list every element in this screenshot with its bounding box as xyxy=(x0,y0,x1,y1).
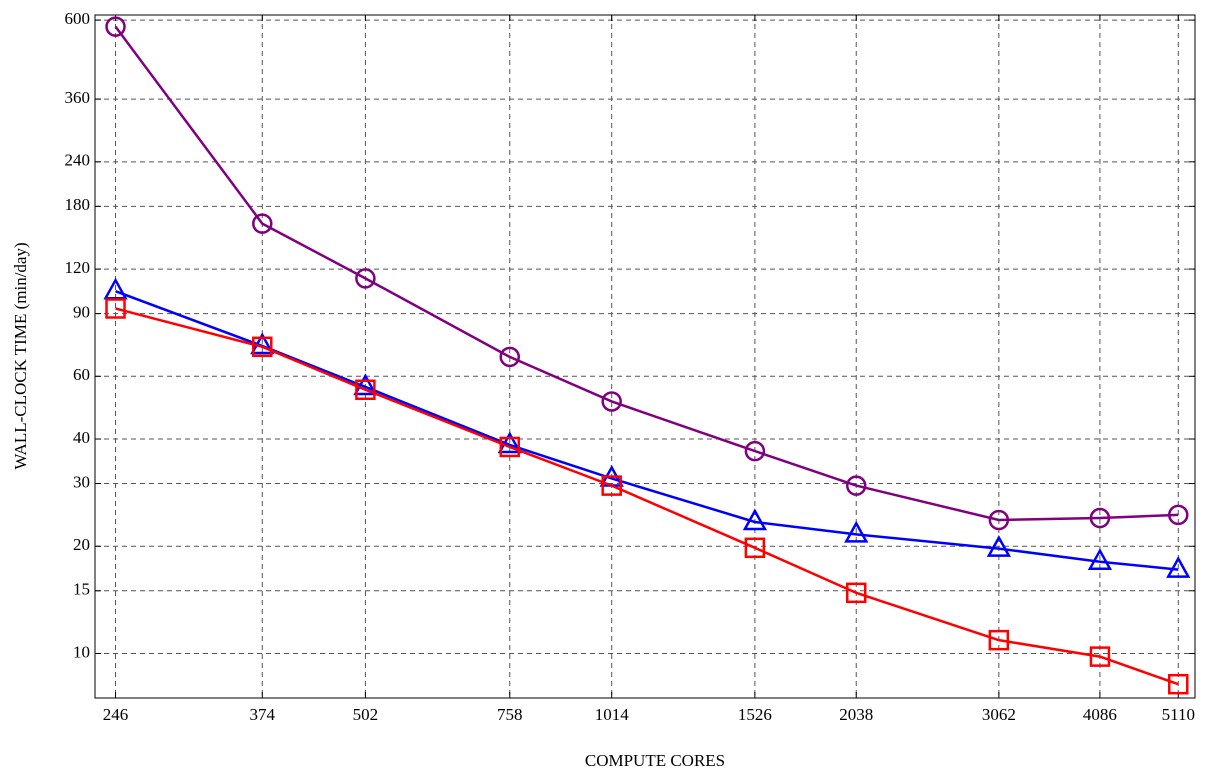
marker xyxy=(497,431,522,454)
y-tick-label: 15 xyxy=(73,580,90,599)
x-tick-label: 1014 xyxy=(595,705,630,724)
x-tick-label: 246 xyxy=(103,705,129,724)
plot-frame xyxy=(94,14,1196,699)
marker xyxy=(988,509,1010,531)
marker xyxy=(742,508,768,531)
marker xyxy=(744,537,766,559)
x-tick-label: 374 xyxy=(250,705,276,724)
x-axis-label: COMPUTE CORES xyxy=(585,751,725,770)
y-tick-label: 240 xyxy=(65,151,91,170)
marker xyxy=(105,16,126,37)
marker xyxy=(1089,646,1111,667)
x-tick-label: 3062 xyxy=(982,705,1016,724)
marker xyxy=(986,535,1011,557)
marker xyxy=(499,436,521,458)
y-tick-label: 10 xyxy=(73,642,90,661)
x-tick-label: 2038 xyxy=(839,705,873,724)
x-tick-label: 1526 xyxy=(738,705,772,724)
series-line xyxy=(115,307,1179,686)
y-tick-label: 20 xyxy=(73,535,90,554)
marker xyxy=(601,391,622,412)
marker xyxy=(744,440,766,462)
marker xyxy=(250,332,275,355)
series-line xyxy=(114,25,1179,522)
marker xyxy=(252,336,273,358)
marker xyxy=(1168,504,1189,526)
x-tick-label: 502 xyxy=(353,705,379,724)
marker xyxy=(1089,507,1111,529)
y-tick-label: 60 xyxy=(73,365,90,384)
marker xyxy=(355,268,376,289)
x-tick-label: 758 xyxy=(497,705,523,724)
y-tick-label: 30 xyxy=(73,472,90,491)
y-tick-label: 360 xyxy=(65,88,91,107)
x-tick-label: 5110 xyxy=(1162,705,1195,724)
marker xyxy=(601,475,622,496)
marker xyxy=(988,629,1010,651)
marker xyxy=(1087,548,1113,570)
marker xyxy=(844,520,869,543)
y-tick-label: 600 xyxy=(65,9,91,28)
marker xyxy=(355,379,376,401)
x-tick-label: 4086 xyxy=(1083,705,1117,724)
marker xyxy=(1168,673,1189,695)
y-tick-label: 90 xyxy=(73,302,90,321)
y-axis-label: WALL-CLOCK TIME (min/day) xyxy=(11,242,30,469)
marker xyxy=(499,346,521,368)
marker xyxy=(103,277,128,300)
marker xyxy=(353,373,378,396)
marker xyxy=(1166,556,1191,578)
y-tick-label: 40 xyxy=(73,428,90,447)
marker xyxy=(252,213,273,234)
series-line xyxy=(115,290,1179,571)
marker xyxy=(105,298,126,319)
marker xyxy=(845,582,867,604)
y-tick-label: 180 xyxy=(65,195,91,214)
marker xyxy=(845,475,867,496)
y-tick-label: 120 xyxy=(65,258,91,277)
